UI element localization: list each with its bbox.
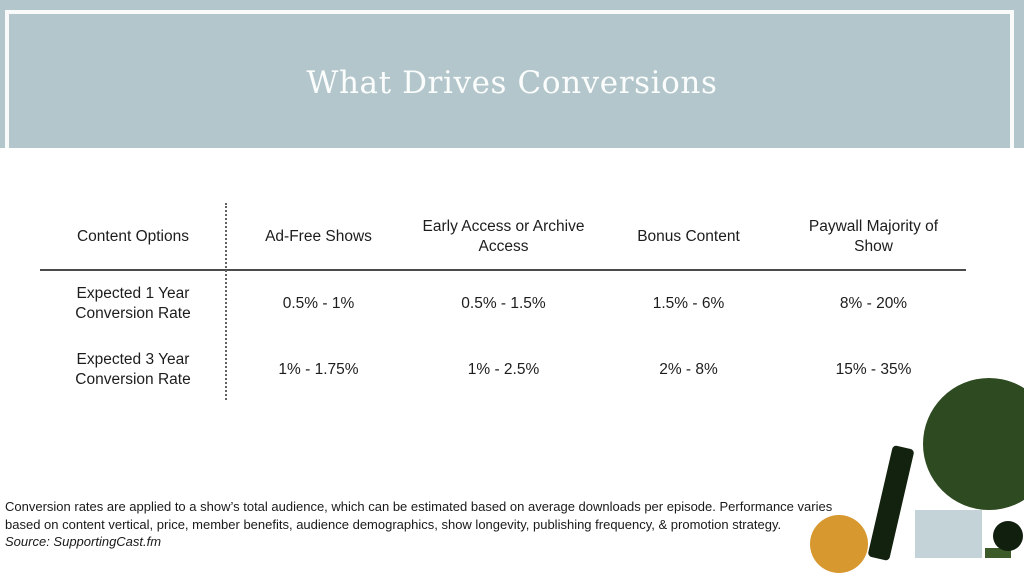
title-banner: What Drives Conversions [0, 0, 1024, 148]
column-header-content-options: Content Options [76, 228, 189, 245]
conversion-table: Content Options Ad-Free Shows Early Acce… [40, 203, 966, 403]
row-label-3-year: Expected 3 Year Conversion Rate [75, 351, 191, 388]
dotted-column-divider [225, 203, 227, 400]
footnote: Conversion rates are applied to a show’s… [5, 498, 832, 551]
table-cell: 0.5% - 1% [282, 295, 355, 312]
column-header-bonus-content: Bonus Content [637, 228, 740, 245]
decor-slanted-bar [867, 444, 915, 562]
header-underline [40, 269, 966, 271]
source-credit: Source: SupportingCast.fm [5, 534, 162, 549]
footnote-line-1: Conversion rates are applied to a show’s… [5, 499, 833, 514]
footnote-line-2: based on content vertical, price, member… [5, 516, 782, 532]
page-title: What Drives Conversions [306, 65, 718, 101]
decor-large-green-circle [923, 378, 1024, 510]
row-label-1-year: Expected 1 Year Conversion Rate [75, 285, 191, 322]
column-header-ad-free-shows: Ad-Free Shows [265, 228, 372, 245]
column-header-early-access: Early Access or Archive Access [422, 218, 585, 255]
decor-light-blue-square [915, 510, 982, 558]
decor-orange-circle [810, 515, 868, 573]
table-cell: 2% - 8% [659, 361, 718, 378]
table-cell: 15% - 35% [835, 361, 912, 378]
table-cell: 1% - 2.5% [467, 361, 540, 378]
table-cell: 8% - 20% [839, 295, 908, 312]
banner-inner-border [5, 10, 1014, 148]
decor-green-rect [985, 548, 1011, 558]
table-cell: 1% - 1.75% [278, 361, 359, 378]
column-header-paywall-majority: Paywall Majority of Show [808, 218, 939, 255]
decor-small-dark-circle [993, 521, 1023, 551]
table-cell: 0.5% - 1.5% [461, 295, 546, 312]
table-cell: 1.5% - 6% [652, 295, 725, 312]
